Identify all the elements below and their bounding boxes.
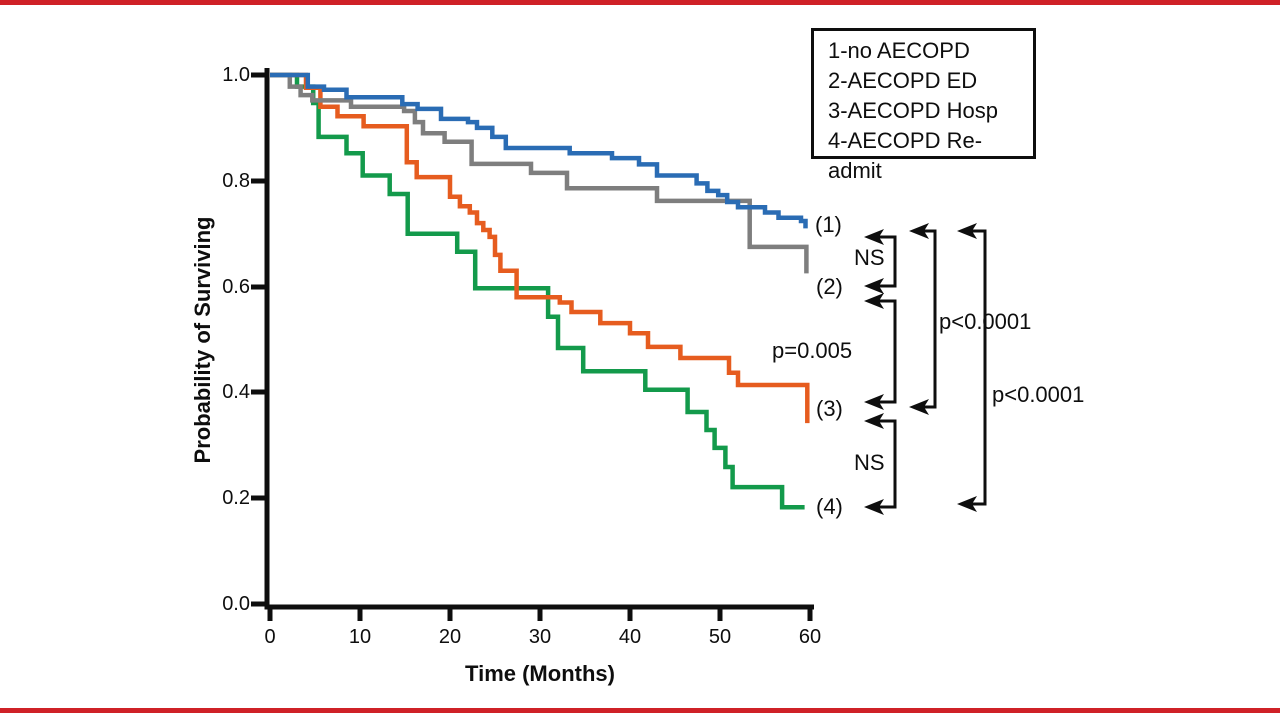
top-red-rule	[0, 0, 1280, 5]
bracket-2v3	[878, 299, 897, 404]
curve-label-4: (4)	[816, 494, 843, 519]
curve-label-2: (2)	[816, 274, 843, 299]
arrow-left-icon	[864, 499, 884, 515]
arrow-left-icon	[957, 496, 977, 512]
x-tick-label: 10	[348, 626, 372, 648]
x-ticks	[267, 608, 813, 621]
arrow-left-icon	[864, 229, 884, 245]
arrow-left-icon	[909, 399, 929, 415]
survival-curves	[270, 72, 810, 510]
x-tick-label: 50	[708, 626, 732, 648]
pvalue-1v4: p<0.0001	[992, 382, 1085, 407]
y-tick-label: 1.0	[222, 64, 250, 86]
bracket-1v4	[971, 229, 987, 506]
pvalue-ns-3v4: NS	[854, 450, 885, 475]
y-ticks	[251, 72, 266, 607]
x-tick-label: 60	[798, 626, 822, 648]
pvalue-1v3: p<0.0001	[939, 309, 1032, 334]
bracket-1v2	[878, 235, 897, 288]
x-tick-label: 40	[618, 626, 642, 648]
y-tick-label: 0.4	[222, 381, 250, 403]
legend-item: 2-AECOPD ED	[828, 68, 978, 93]
y-axis-title: Probability of Surviving	[190, 216, 215, 464]
x-axis-title: Time (Months)	[465, 661, 615, 686]
arrow-left-icon	[864, 413, 884, 429]
curve-label-3: (3)	[816, 396, 843, 421]
x-tick-label: 0	[264, 626, 276, 648]
legend-item: 1-no AECOPD	[828, 38, 970, 63]
arrow-left-icon	[864, 293, 884, 309]
x-tick-label: 30	[528, 626, 552, 648]
bracket-arrowheads	[864, 223, 977, 515]
y-tick-label: 0.0	[222, 593, 250, 615]
y-tick-label: 0.2	[222, 487, 250, 509]
legend-item: 3-AECOPD Hosp	[828, 98, 998, 123]
arrow-left-icon	[909, 223, 929, 239]
bottom-red-rule	[0, 708, 1280, 713]
y-tick-label: 0.8	[222, 170, 250, 192]
y-tick-label: 0.6	[222, 276, 250, 298]
curve-label-1: (1)	[815, 212, 842, 237]
comparison-brackets	[878, 229, 987, 509]
bracket-1v3	[923, 229, 937, 409]
pvalue-ns-1v2: NS	[854, 245, 885, 270]
axes	[264, 68, 814, 610]
x-tick-label: 20	[438, 626, 462, 648]
curve-no-aecopd	[270, 72, 808, 229]
curve-aecopd-ed	[270, 72, 809, 274]
curve-aecopd-hosp	[270, 72, 810, 424]
arrow-left-icon	[864, 394, 884, 410]
arrow-left-icon	[864, 278, 884, 294]
bracket-3v4	[878, 419, 897, 509]
legend: 1-no AECOPD 2-AECOPD ED 3-AECOPD Hosp 4-…	[811, 28, 1036, 183]
pvalue-2v3: p=0.005	[772, 338, 853, 363]
curve-aecopd-readmit	[270, 72, 805, 510]
legend-item: 4-AECOPD Re-admit	[828, 128, 983, 183]
arrow-left-icon	[957, 223, 977, 239]
